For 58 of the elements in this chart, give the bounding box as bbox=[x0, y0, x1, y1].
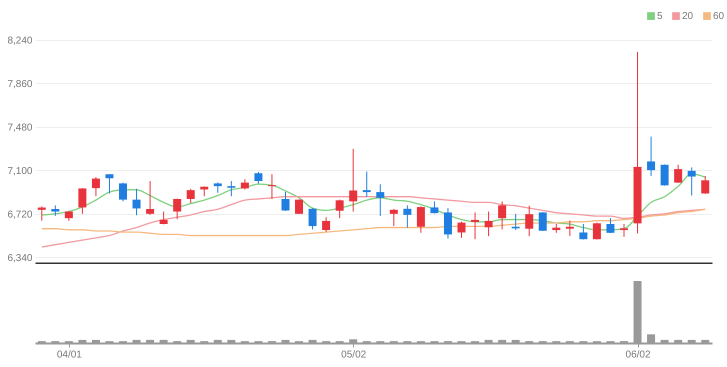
candlestick bbox=[214, 182, 222, 194]
y-tick-label: 6,720 bbox=[7, 209, 33, 220]
candlestick bbox=[444, 208, 452, 240]
candlestick bbox=[78, 188, 86, 214]
candlestick bbox=[308, 208, 317, 230]
x-tick-label: 04/01 bbox=[56, 350, 82, 360]
y-tick-label: 7,860 bbox=[7, 78, 33, 90]
candlestick bbox=[647, 136, 656, 176]
candlestick bbox=[362, 171, 371, 198]
y-tick-label: 6,340 bbox=[7, 252, 33, 264]
x-tick-label: 06/02 bbox=[626, 350, 651, 360]
candlestick bbox=[525, 205, 534, 237]
candlestick bbox=[281, 191, 290, 212]
candlestick bbox=[538, 212, 547, 232]
candlestick bbox=[688, 166, 696, 196]
candlestick bbox=[606, 218, 614, 234]
y-tick-label: 8,240 bbox=[7, 36, 33, 46]
candlestick bbox=[105, 174, 114, 194]
candlestick bbox=[186, 188, 195, 204]
candlestick bbox=[160, 211, 168, 225]
candlestick bbox=[390, 208, 398, 227]
candlestick bbox=[64, 210, 73, 222]
candlestick bbox=[592, 222, 601, 240]
candlestick bbox=[674, 164, 682, 184]
candlestick bbox=[430, 200, 438, 214]
candlestick bbox=[458, 221, 466, 238]
legend-label: 5 bbox=[657, 11, 663, 22]
candlestick bbox=[38, 206, 46, 222]
candlestick bbox=[498, 200, 506, 230]
legend-label: 60 bbox=[713, 11, 725, 22]
candlestick bbox=[566, 220, 574, 236]
candlestick bbox=[51, 204, 60, 216]
candlestick bbox=[471, 212, 480, 240]
candlestick bbox=[403, 204, 412, 228]
y-tick-label: 7,100 bbox=[7, 166, 33, 177]
candlestick bbox=[336, 199, 344, 219]
candlestick bbox=[660, 164, 669, 186]
candlestick bbox=[376, 184, 384, 216]
candlestick bbox=[227, 180, 236, 197]
legend-label: 20 bbox=[682, 11, 694, 22]
candlestick bbox=[92, 176, 100, 197]
y-tick-label: 7,480 bbox=[7, 122, 33, 134]
candlestick bbox=[240, 178, 249, 190]
candlestick bbox=[146, 180, 154, 216]
candlestick bbox=[349, 148, 358, 212]
candlestick bbox=[173, 198, 182, 220]
line-series bbox=[41, 208, 706, 236]
candlestick bbox=[701, 175, 710, 194]
candlestick bbox=[254, 171, 262, 184]
candlestick bbox=[512, 213, 520, 231]
candlestick bbox=[268, 174, 276, 200]
candlestick bbox=[484, 211, 493, 237]
candlestick bbox=[119, 182, 128, 202]
candlestick bbox=[579, 224, 588, 240]
candlestick bbox=[416, 206, 425, 234]
candlestick bbox=[322, 216, 330, 232]
candlestick bbox=[132, 188, 141, 216]
x-tick-label: 05/02 bbox=[341, 350, 367, 360]
